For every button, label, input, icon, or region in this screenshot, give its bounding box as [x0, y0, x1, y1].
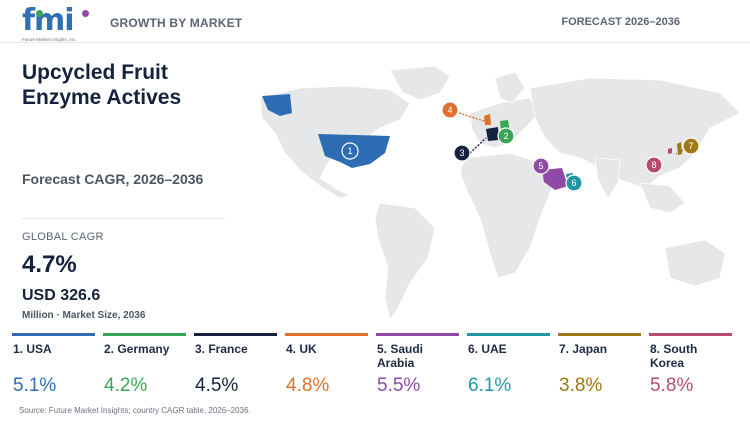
- country-name: 7. Japan: [559, 342, 608, 356]
- country-card: 2. Germany 4.2%: [103, 333, 186, 403]
- market-size-value: USD 326.6: [22, 287, 101, 304]
- land-greenland: [389, 65, 451, 101]
- map-marker-2: [497, 127, 515, 145]
- country-card: 7. Japan 3.8%: [558, 333, 641, 403]
- country-name: 3. France: [195, 342, 248, 356]
- card-accent-bar: [194, 333, 277, 336]
- country-cagr: 6.1%: [468, 375, 512, 396]
- land-scandinavia: [494, 71, 526, 104]
- country-name: 8. South Korea: [650, 342, 698, 370]
- global-cagr-label: GLOBAL CAGR: [22, 231, 104, 243]
- country-cagr: 5.8%: [650, 375, 694, 396]
- country-cagr: 4.8%: [286, 375, 330, 396]
- map-marker-1: [341, 142, 359, 160]
- map-marker-label-4: 4: [447, 105, 452, 115]
- country-japan: [677, 142, 682, 155]
- country-cagr: 4.2%: [104, 375, 148, 396]
- map-marker-4: [441, 101, 459, 119]
- forecast-cagr-label: Forecast CAGR, 2026–2036: [22, 171, 204, 187]
- page-title: Upcycled Fruit Enzyme Actives: [22, 61, 182, 109]
- country-cards: 1. USA 5.1% 2. Germany 4.2% 3. France 4.5% 4. …: [12, 333, 742, 403]
- country-cagr: 3.8%: [559, 375, 603, 396]
- map-marker-label-6: 6: [571, 178, 576, 188]
- global-cagr-value: 4.7%: [22, 251, 77, 278]
- map-marker-label-7: 7: [688, 141, 693, 151]
- land-asia: [529, 77, 741, 189]
- card-accent-bar: [649, 333, 732, 336]
- country-card: 8. South Korea 5.8%: [649, 333, 732, 403]
- country-saudi-arabia: [542, 168, 568, 190]
- logo-subtitle: Future Market Insights, Inc.: [22, 37, 77, 42]
- country-cagr: 4.5%: [195, 375, 239, 396]
- country-name: 2. Germany: [104, 342, 170, 356]
- country-card: 6. UAE 6.1%: [467, 333, 550, 403]
- market-size-note: Million · Market Size, 2036: [22, 310, 146, 321]
- country-card: 4. UK 4.8%: [285, 333, 368, 403]
- fmi-logo: fmi Future Market Insights, Inc.: [22, 3, 92, 42]
- country-france: [486, 127, 499, 141]
- marker-leader-3: [469, 137, 487, 154]
- map-marker-5: [532, 157, 550, 175]
- land-south-america: [374, 202, 436, 321]
- land-india: [594, 157, 621, 199]
- map-marker-label-5: 5: [538, 161, 543, 171]
- world-map: 1 2 3 4 5 6 7 8: [259, 65, 741, 321]
- map-marker-label-1: 1: [347, 146, 352, 156]
- map-marker-3: [453, 144, 471, 162]
- country-cagr: 5.5%: [377, 375, 421, 396]
- country-name: 5. Saudi Arabia: [377, 342, 424, 370]
- forecast-period: FORECAST 2026–2036: [561, 16, 680, 28]
- map-marker-6: [565, 174, 583, 192]
- logo-dot-purple: [82, 10, 89, 17]
- map-markers: 1 2 3 4 5 6 7 8: [341, 101, 700, 192]
- map-marker-label-8: 8: [651, 160, 656, 170]
- land-southeast-asia: [639, 182, 686, 214]
- map-marker-7: [682, 137, 700, 155]
- map-marker-label-2: 2: [503, 131, 508, 141]
- logo-dot-green: [36, 10, 43, 17]
- marker-leader-7: [675, 149, 684, 155]
- map-marker-8: [645, 156, 663, 174]
- country-card: 5. Saudi Arabia 5.5%: [376, 333, 459, 403]
- header-bar: fmi Future Market Insights, Inc. GROWTH …: [0, 0, 750, 43]
- divider: [22, 218, 225, 219]
- card-accent-bar: [467, 333, 550, 336]
- country-alaska: [262, 94, 292, 116]
- card-accent-bar: [376, 333, 459, 336]
- country-south-korea: [668, 148, 672, 154]
- section-title: GROWTH BY MARKET: [110, 16, 243, 30]
- marker-leader-4: [458, 112, 488, 123]
- map-marker-label-3: 3: [459, 148, 464, 158]
- land-australia: [664, 239, 726, 287]
- country-card: 1. USA 5.1%: [12, 333, 95, 403]
- country-name: 1. USA: [13, 342, 52, 356]
- country-name: 6. UAE: [468, 342, 507, 356]
- card-accent-bar: [12, 333, 95, 336]
- card-accent-bar: [103, 333, 186, 336]
- source-note: Source: Future Market Insights; country …: [19, 406, 251, 415]
- country-cagr: 5.1%: [13, 375, 57, 396]
- country-card: 3. France 4.5%: [194, 333, 277, 403]
- country-name: 4. UK: [286, 342, 317, 356]
- card-accent-bar: [558, 333, 641, 336]
- card-accent-bar: [285, 333, 368, 336]
- logo-text: fmi: [22, 3, 75, 38]
